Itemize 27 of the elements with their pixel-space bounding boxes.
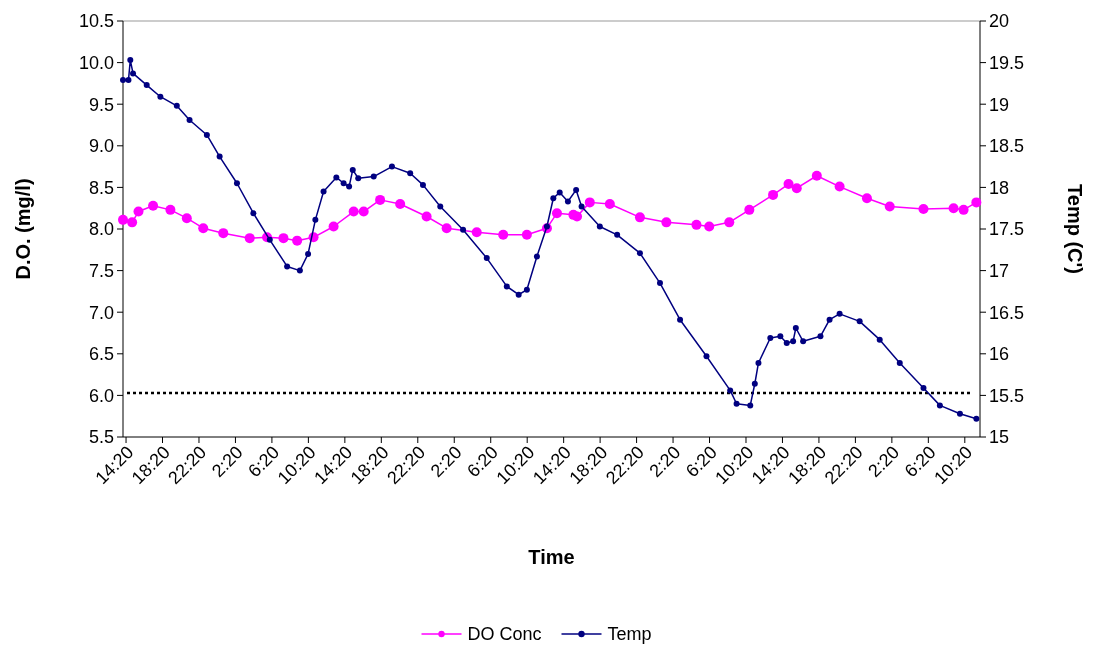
legend-label: DO Conc	[467, 624, 542, 645]
y2-tick-label: 20	[989, 11, 1010, 32]
y-tick-label: 8.5	[88, 177, 114, 198]
y-tick-label: 7.0	[88, 302, 114, 323]
y2-tick-label: 15	[989, 427, 1010, 448]
y2-tick-label: 15.5	[989, 385, 1025, 406]
y2-axis-title: Temp (C')	[1064, 184, 1086, 274]
y-tick-label: 6.0	[88, 385, 114, 406]
y2-tick-label: 17.5	[989, 219, 1025, 240]
y-tick-label: 10.0	[78, 52, 114, 73]
y-tick-label: 9.0	[88, 136, 114, 157]
y2-tick-label: 16.5	[989, 302, 1025, 323]
y-tick-label: 8.0	[88, 219, 114, 240]
y2-tick-label: 17	[989, 260, 1010, 281]
y-tick-label: 5.5	[88, 427, 114, 448]
x-axis-title: Time	[528, 546, 575, 568]
y-tick-label: 7.5	[88, 260, 114, 281]
legend-label: Temp	[607, 624, 652, 645]
y2-tick-label: 18	[989, 177, 1010, 198]
y-tick-label: 10.5	[78, 11, 114, 32]
y2-tick-label: 16	[989, 344, 1010, 365]
y2-tick-label: 19.5	[989, 52, 1025, 73]
y2-tick-label: 18.5	[989, 136, 1025, 157]
y2-tick-label: 19	[989, 94, 1010, 115]
y-tick-label: 9.5	[88, 94, 114, 115]
y-tick-label: 6.5	[88, 344, 114, 365]
y-axis-title: D.O. (mg/l)	[12, 178, 34, 280]
